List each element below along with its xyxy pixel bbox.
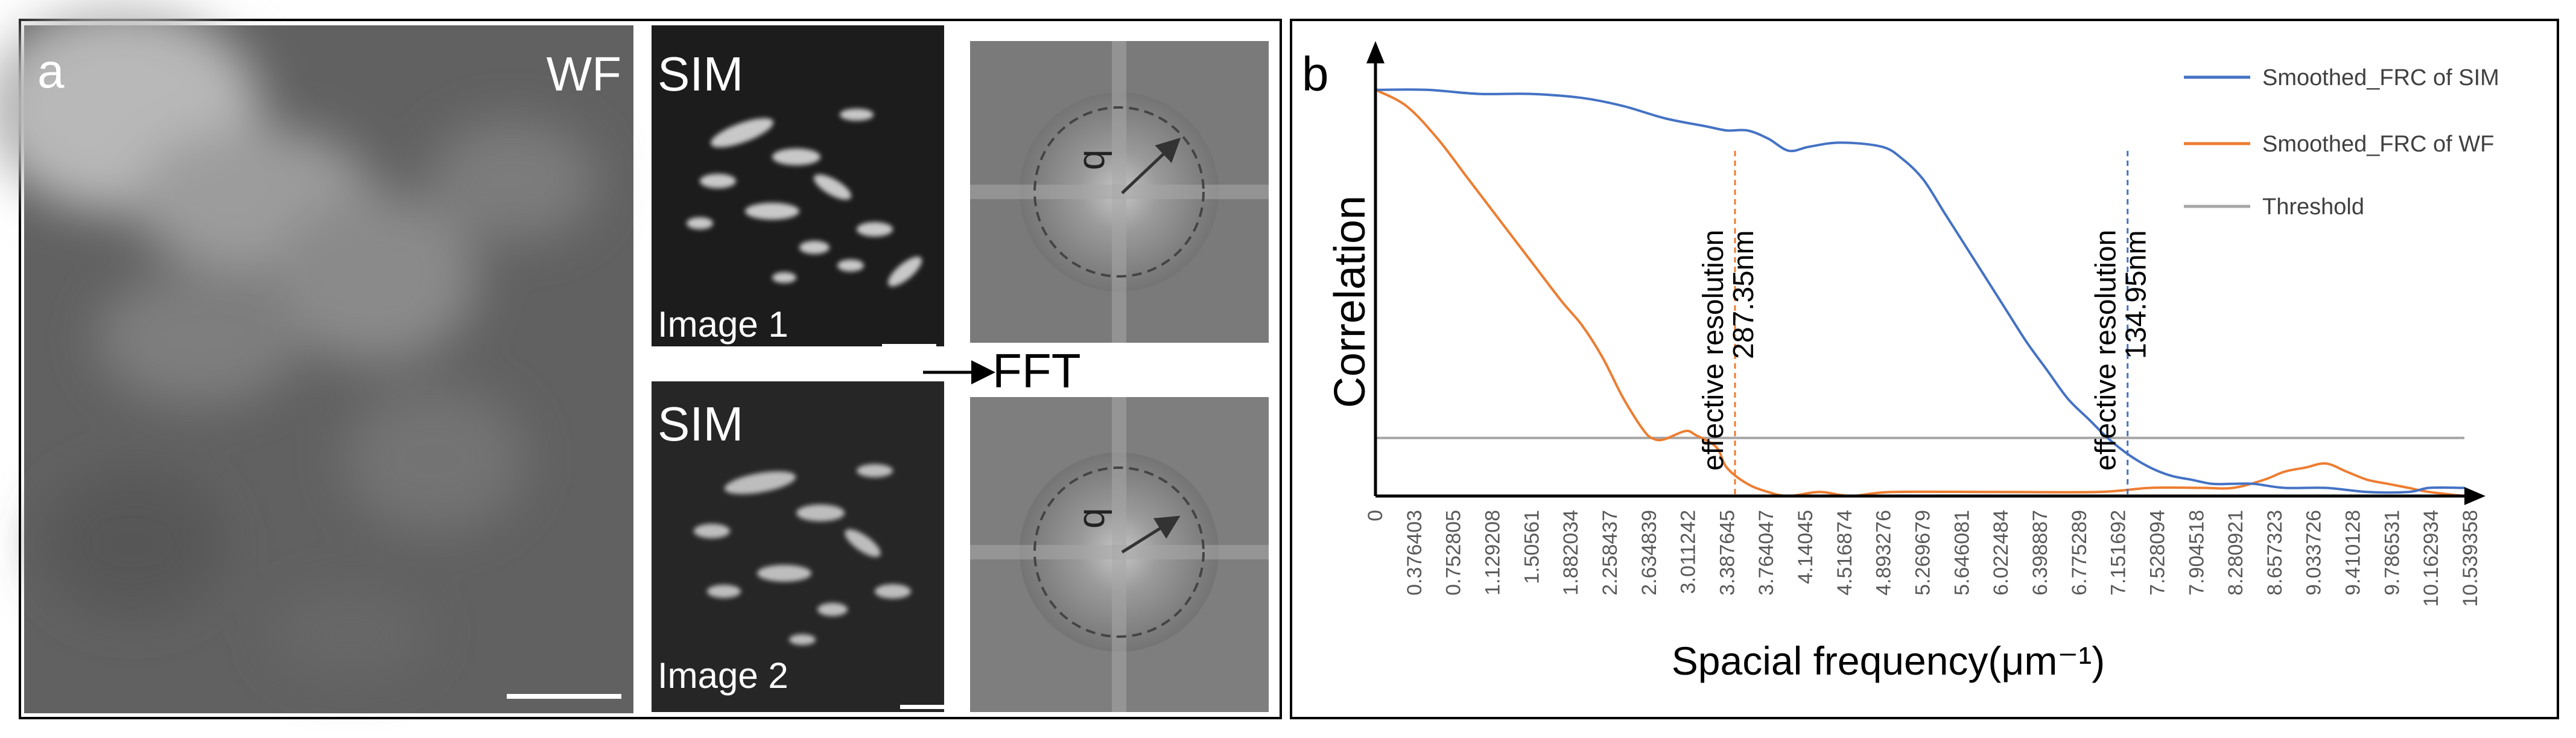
fft-image-1: [970, 41, 1269, 343]
x-tick-label: 7.151692: [2107, 510, 2130, 596]
fft-1-radius-label: q: [1071, 150, 1112, 170]
sim-image-2: [652, 381, 944, 712]
x-tick-label: 8.657323: [2264, 510, 2286, 596]
wf-scale-bar: [507, 694, 621, 699]
series-line-smoothed-frc-of-sim: [1375, 88, 2465, 494]
resolution-label-1-line1: effective resolution: [1698, 230, 1730, 471]
x-tick-label: 0: [1364, 510, 1387, 521]
fft-2-cutoff-circle: [1033, 466, 1205, 638]
x-tick-label: 9.410128: [2342, 510, 2365, 596]
x-tick-label: 1.129208: [1481, 510, 1504, 596]
panel-a-label: a: [37, 44, 65, 98]
fft-2-radius-arrow: [1121, 515, 1181, 554]
x-tick-label: 4.516874: [1833, 510, 1856, 596]
x-tick-label: 5.269679: [1912, 510, 1935, 596]
y-axis-title: Correlation: [1326, 196, 1374, 408]
x-tick-label: 2.258437: [1599, 510, 1622, 596]
x-tick-label: 1.50561: [1520, 510, 1543, 584]
x-tick-label: 3.764047: [1755, 510, 1778, 596]
x-tick-label: 0.752805: [1442, 510, 1465, 596]
x-tick-label: 6.775289: [2068, 510, 2091, 596]
x-tick-label: 8.280921: [2224, 510, 2247, 596]
sim-image-1: [652, 25, 944, 346]
x-tick-label: 10.539358: [2459, 510, 2482, 607]
resolution-label-2-line1: effective resolution: [2090, 230, 2122, 471]
x-tick-label: 3.387645: [1716, 510, 1739, 596]
x-tick-label: 4.893276: [1873, 510, 1896, 596]
x-tick-label: 7.904518: [2185, 510, 2208, 596]
resolution-value-1: 287.35nm: [1728, 231, 1760, 360]
x-tick-label: 5.646081: [1950, 510, 1973, 596]
sim-2-scale-bar: [900, 705, 945, 709]
x-tick-label: 10.162934: [2420, 510, 2443, 607]
x-tick-label: 9.786531: [2381, 510, 2403, 596]
sim-label-1: SIM: [658, 47, 743, 101]
fft-2-radius-label: q: [1071, 508, 1112, 529]
sim-label-2: SIM: [658, 397, 743, 451]
x-axis-arrowhead: [2464, 487, 2486, 505]
y-axis-arrowhead: [1366, 41, 1385, 63]
panel-b-frame: [1290, 19, 2559, 719]
x-tick-label: 3.011242: [1677, 510, 1700, 594]
wf-label: WF: [547, 47, 621, 101]
legend-entry-threshold: Threshold: [2262, 194, 2364, 220]
wf-image: [0, 6, 633, 713]
legend-entry-smoothed-frc-of-sim: Smoothed_FRC of SIM: [2262, 65, 2499, 91]
legend-entry-smoothed-frc-of-wf: Smoothed_FRC of WF: [2262, 132, 2494, 157]
image-1-label: Image 1: [658, 304, 788, 345]
fft-label: FFT: [992, 344, 1081, 398]
sim-1-scale-bar: [882, 344, 936, 348]
x-tick-label: 4.14045: [1794, 510, 1817, 584]
fft-image-2: [970, 397, 1269, 712]
x-axis-title: Spacial frequency(μm⁻¹): [1672, 638, 2105, 683]
x-tick-label: 9.033726: [2303, 510, 2326, 596]
panel-b-label: b: [1302, 47, 1329, 101]
x-tick-label: 1.882034: [1559, 510, 1582, 596]
x-tick-label: 6.398887: [2029, 510, 2052, 596]
image-2-label: Image 2: [658, 655, 788, 696]
fft-1-radius-arrow: [1121, 138, 1181, 194]
x-tick-label: 7.528094: [2146, 510, 2169, 596]
x-tick-label: 0.376403: [1403, 510, 1426, 596]
resolution-value-2: 134.95nm: [2121, 231, 2152, 360]
x-tick-label: 6.022484: [1990, 510, 2013, 596]
fft-1-cutoff-circle: [1033, 106, 1205, 278]
x-tick-label: 2.634839: [1638, 510, 1661, 596]
